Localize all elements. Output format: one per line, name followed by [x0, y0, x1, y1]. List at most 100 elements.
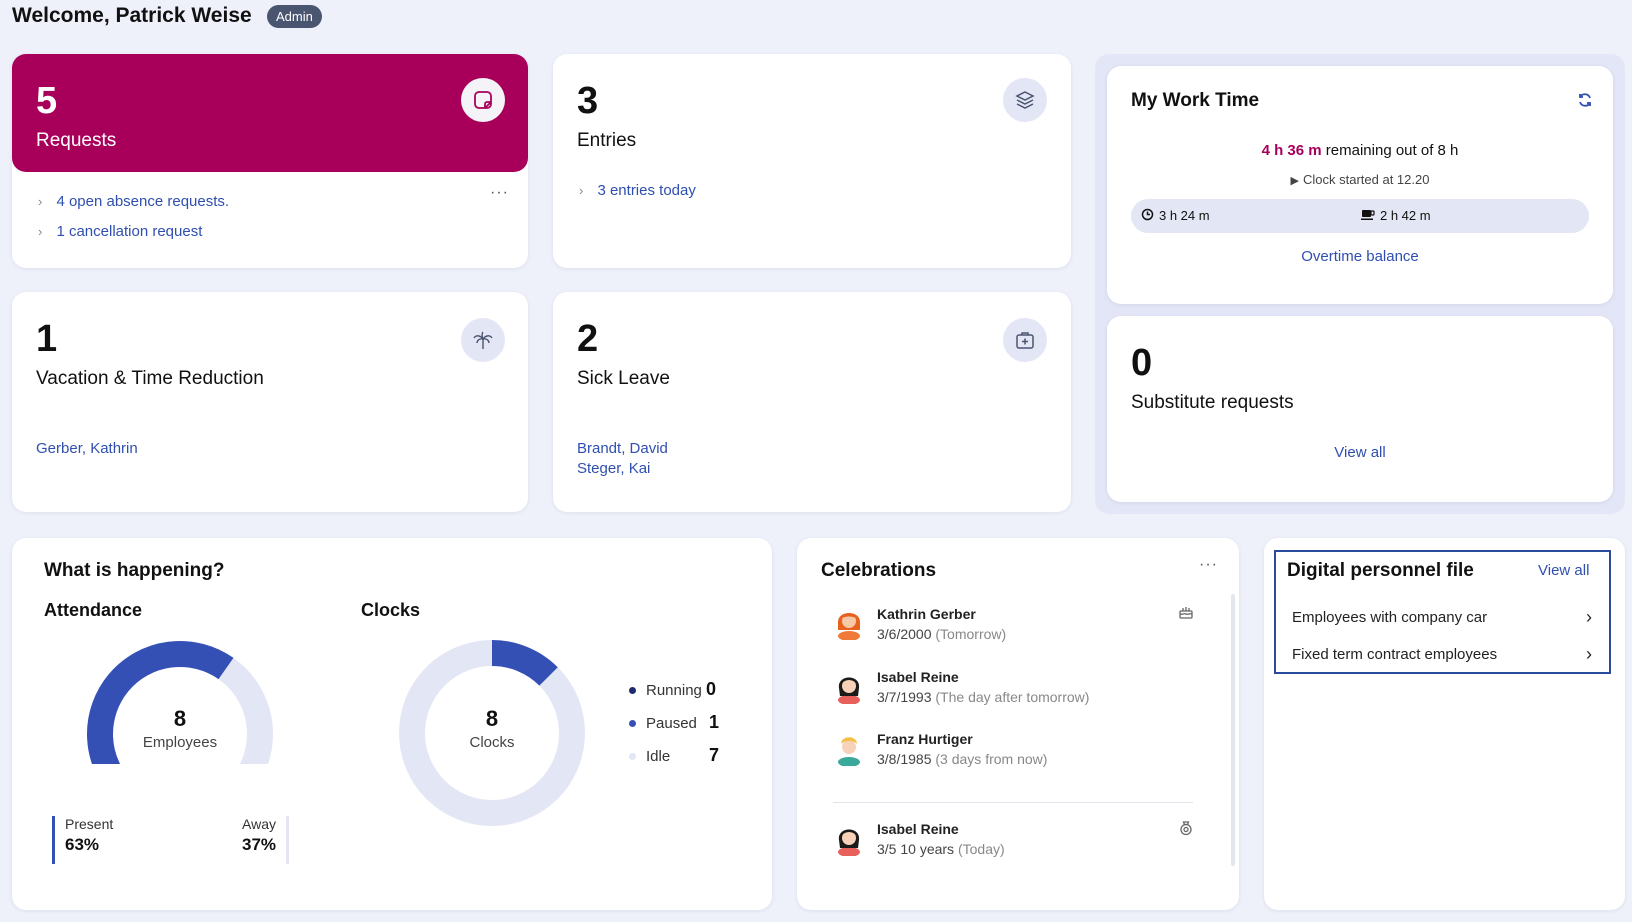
celebration-item: Kathrin Gerber 3/6/2000 (Tomorrow)	[877, 606, 1006, 642]
more-options-icon[interactable]: ···	[1199, 556, 1218, 573]
away-label: Away	[242, 816, 277, 832]
chevron-right-icon: ›	[579, 183, 584, 198]
chevron-right-icon: ›	[38, 224, 43, 239]
welcome-title: Welcome, Patrick Weise	[12, 4, 252, 27]
requests-item-absence[interactable]: › 4 open absence requests.	[38, 193, 229, 211]
legend-running-value: 0	[706, 679, 717, 699]
open-absence-requests-link[interactable]: 4 open absence requests.	[56, 193, 230, 210]
happening-card: What is happening? Attendance 8 Employee…	[12, 538, 772, 910]
sick-leave-card[interactable]: 2 Sick Leave Brandt, David Steger, Kai	[553, 292, 1071, 512]
celebration-name: Isabel Reine	[877, 821, 959, 837]
divider	[833, 802, 1193, 803]
palm-tree-icon	[461, 318, 505, 362]
sticky-note-icon	[461, 78, 505, 122]
personnel-file-item[interactable]: Employees with company car ›	[1292, 607, 1592, 628]
chevron-right-icon: ›	[1586, 607, 1592, 627]
entries-today-link[interactable]: 3 entries today	[597, 182, 696, 199]
celebration-name: Franz Hurtiger	[877, 731, 973, 747]
substitute-count: 0	[1131, 342, 1152, 384]
celebrations-card: Celebrations ··· Kathrin Gerber 3/6/2000…	[797, 538, 1239, 910]
sick-leave-person-link[interactable]: Steger, Kai	[577, 460, 651, 477]
personnel-file-view-all-link[interactable]: View all	[1538, 562, 1590, 579]
work-time-title: My Work Time	[1131, 90, 1260, 111]
requests-label: Requests	[36, 130, 117, 151]
remaining-time: 4 h 36 m remaining out of 8 h	[1107, 142, 1613, 159]
refresh-icon[interactable]	[1577, 92, 1593, 113]
clock-icon	[1141, 208, 1154, 226]
overtime-balance-link[interactable]: Overtime balance	[1301, 248, 1419, 265]
legend-label: Idle	[646, 748, 671, 765]
personnel-file-card	[1264, 538, 1625, 910]
vacation-label: Vacation & Time Reduction	[36, 368, 264, 389]
chevron-right-icon: ›	[1586, 644, 1592, 664]
personnel-file-item[interactable]: Fixed term contract employees ›	[1292, 644, 1592, 665]
legend-label: Paused	[646, 715, 697, 732]
coffee-icon	[1361, 208, 1375, 226]
celebration-date: 3/6/2000 (Tomorrow)	[877, 626, 1007, 642]
legend-dot	[629, 720, 636, 727]
requests-item-cancellation[interactable]: › 1 cancellation request	[38, 223, 202, 241]
worked-time: 3 h 24 m	[1159, 208, 1210, 223]
entries-item-today[interactable]: › 3 entries today	[579, 182, 696, 200]
substitute-card: 0 Substitute requests View all	[1107, 316, 1613, 502]
clocks-title: Clocks	[361, 600, 421, 620]
medical-kit-icon	[1003, 318, 1047, 362]
remaining-value: 4 h 36 m	[1261, 142, 1322, 159]
present-stat: Present 63%	[52, 816, 113, 864]
celebration-date: 3/8/1985 (3 days from now)	[877, 751, 1048, 767]
clock-started: ▶ Clock started at 12.20	[1107, 172, 1613, 187]
present-value: 63%	[65, 835, 100, 854]
legend-idle: Idle	[629, 748, 670, 765]
sick-leave-label: Sick Leave	[577, 368, 670, 389]
avatar	[838, 677, 860, 704]
attendance-total: 8	[173, 706, 187, 731]
clock-started-text: Clock started at 12.20	[1303, 172, 1430, 187]
celebration-date: 3/7/1993 (The day after tomorrow)	[877, 689, 1090, 705]
cancellation-request-link[interactable]: 1 cancellation request	[56, 223, 203, 240]
avatar	[838, 829, 860, 856]
entries-count: 3	[577, 80, 598, 122]
legend-running: Running	[629, 682, 702, 699]
legend-label: Running	[646, 682, 702, 699]
requests-count: 5	[36, 80, 57, 122]
legend-dot	[629, 753, 636, 760]
happening-title: What is happening?	[44, 560, 225, 581]
personnel-file-item-label: Fixed term contract employees	[1292, 646, 1498, 663]
scrollbar[interactable]	[1231, 594, 1235, 866]
attendance-gauge	[87, 641, 273, 764]
remaining-suffix: remaining out of 8 h	[1321, 142, 1459, 159]
clocks-donut	[399, 640, 585, 826]
vacation-person-link[interactable]: Gerber, Kathrin	[36, 440, 138, 457]
sick-leave-count: 2	[577, 318, 598, 360]
present-label: Present	[65, 816, 114, 832]
time-summary-bar: 3 h 24 m 2 h 42 m	[1131, 199, 1589, 233]
avatar	[838, 737, 860, 766]
more-options-icon[interactable]: ···	[490, 184, 509, 201]
work-time-card: My Work Time 4 h 36 m remaining out of 8…	[1107, 66, 1613, 304]
clocks-total: 8	[485, 706, 499, 731]
substitute-view-all-link[interactable]: View all	[1334, 444, 1386, 461]
vacation-count: 1	[36, 318, 57, 360]
attendance-total-label: Employees	[142, 734, 218, 751]
celebrations-title: Celebrations	[821, 560, 937, 581]
sick-leave-person-link[interactable]: Brandt, David	[577, 440, 668, 457]
away-value: 37%	[242, 835, 277, 854]
requests-header[interactable]: 5 Requests	[12, 54, 528, 172]
layers-icon	[1003, 78, 1047, 122]
personnel-file-title: Digital personnel file	[1287, 560, 1474, 581]
legend-paused: Paused	[629, 715, 697, 732]
avatar	[838, 613, 860, 640]
play-icon: ▶	[1290, 175, 1299, 187]
entries-label: Entries	[577, 130, 637, 151]
chevron-right-icon: ›	[38, 194, 43, 209]
substitute-label: Substitute requests	[1131, 392, 1294, 413]
requests-card[interactable]: 5 Requests › 4 open absence requests. › …	[12, 54, 528, 268]
birthday-cake-icon	[1178, 604, 1194, 625]
away-stat: Away 37%	[242, 816, 290, 864]
vacation-card[interactable]: 1 Vacation & Time Reduction Gerber, Kath…	[12, 292, 528, 512]
break-time: 2 h 42 m	[1380, 208, 1431, 223]
role-badge: Admin	[267, 5, 322, 28]
anniversary-medal-icon	[1178, 820, 1194, 841]
entries-card[interactable]: 3 Entries › 3 entries today	[553, 54, 1071, 268]
legend-idle-value: 7	[709, 745, 720, 765]
